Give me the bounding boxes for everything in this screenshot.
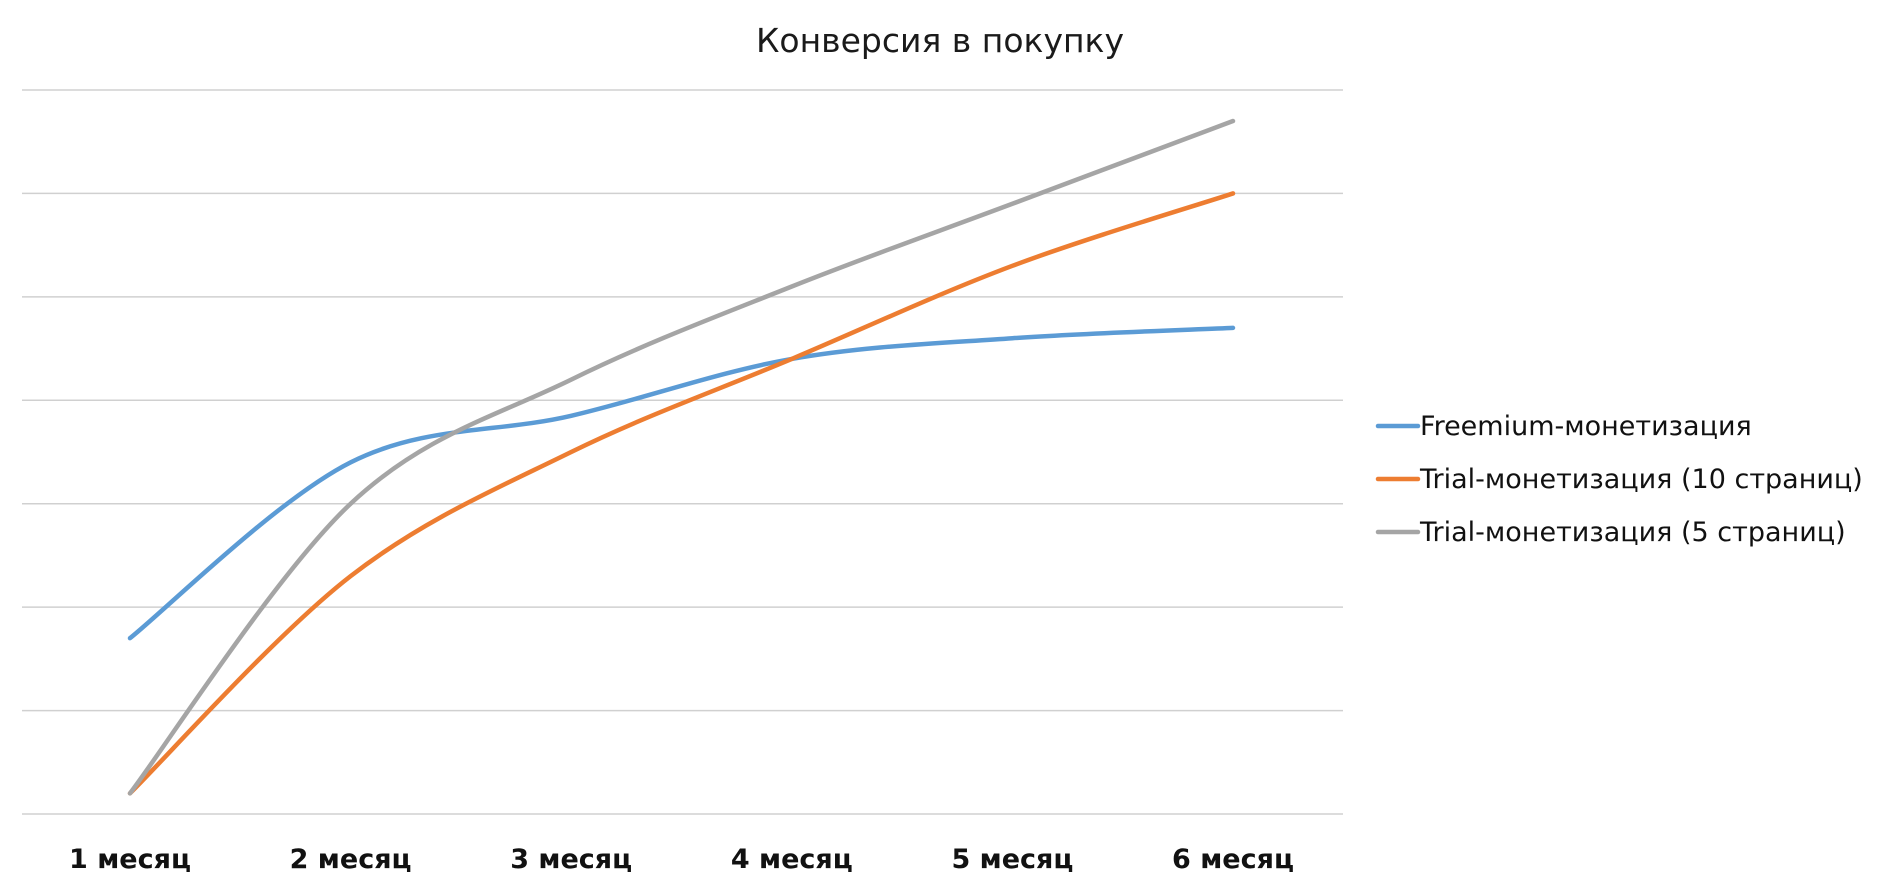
chart-title: Конверсия в покупку (756, 21, 1124, 60)
x-tick-label: 4 месяц (731, 844, 853, 875)
legend-label: Trial-монетизация (5 страниц) (1419, 517, 1846, 548)
legend-item: Freemium-монетизация (1375, 411, 1752, 442)
legend-label: Trial-монетизация (10 страниц) (1419, 464, 1863, 495)
series-line-2 (127, 191, 1236, 796)
x-axis-tick-labels: 1 месяц 2 месяц 3 месяц 4 месяц 5 месяц 6 мес… (69, 844, 1294, 875)
series-lines (127, 118, 1236, 796)
x-tick-label: 3 месяц (510, 844, 632, 875)
gridlines (22, 89, 1343, 815)
legend-item: Trial-монетизация (5 страниц) (1375, 517, 1846, 548)
series-line-3 (127, 118, 1236, 796)
legend-item: Trial-монетизация (10 страниц) (1375, 464, 1863, 495)
x-tick-label: 6 месяц (1172, 844, 1294, 875)
legend-label: Freemium-монетизация (1420, 411, 1752, 442)
x-tick-label: 2 месяц (290, 844, 412, 875)
series-line-1 (127, 325, 1236, 641)
x-tick-label: 5 месяц (951, 844, 1073, 875)
x-tick-label: 1 месяц (69, 844, 191, 875)
legend: Freemium-монетизация Trial-монетизация (1… (1375, 411, 1863, 548)
